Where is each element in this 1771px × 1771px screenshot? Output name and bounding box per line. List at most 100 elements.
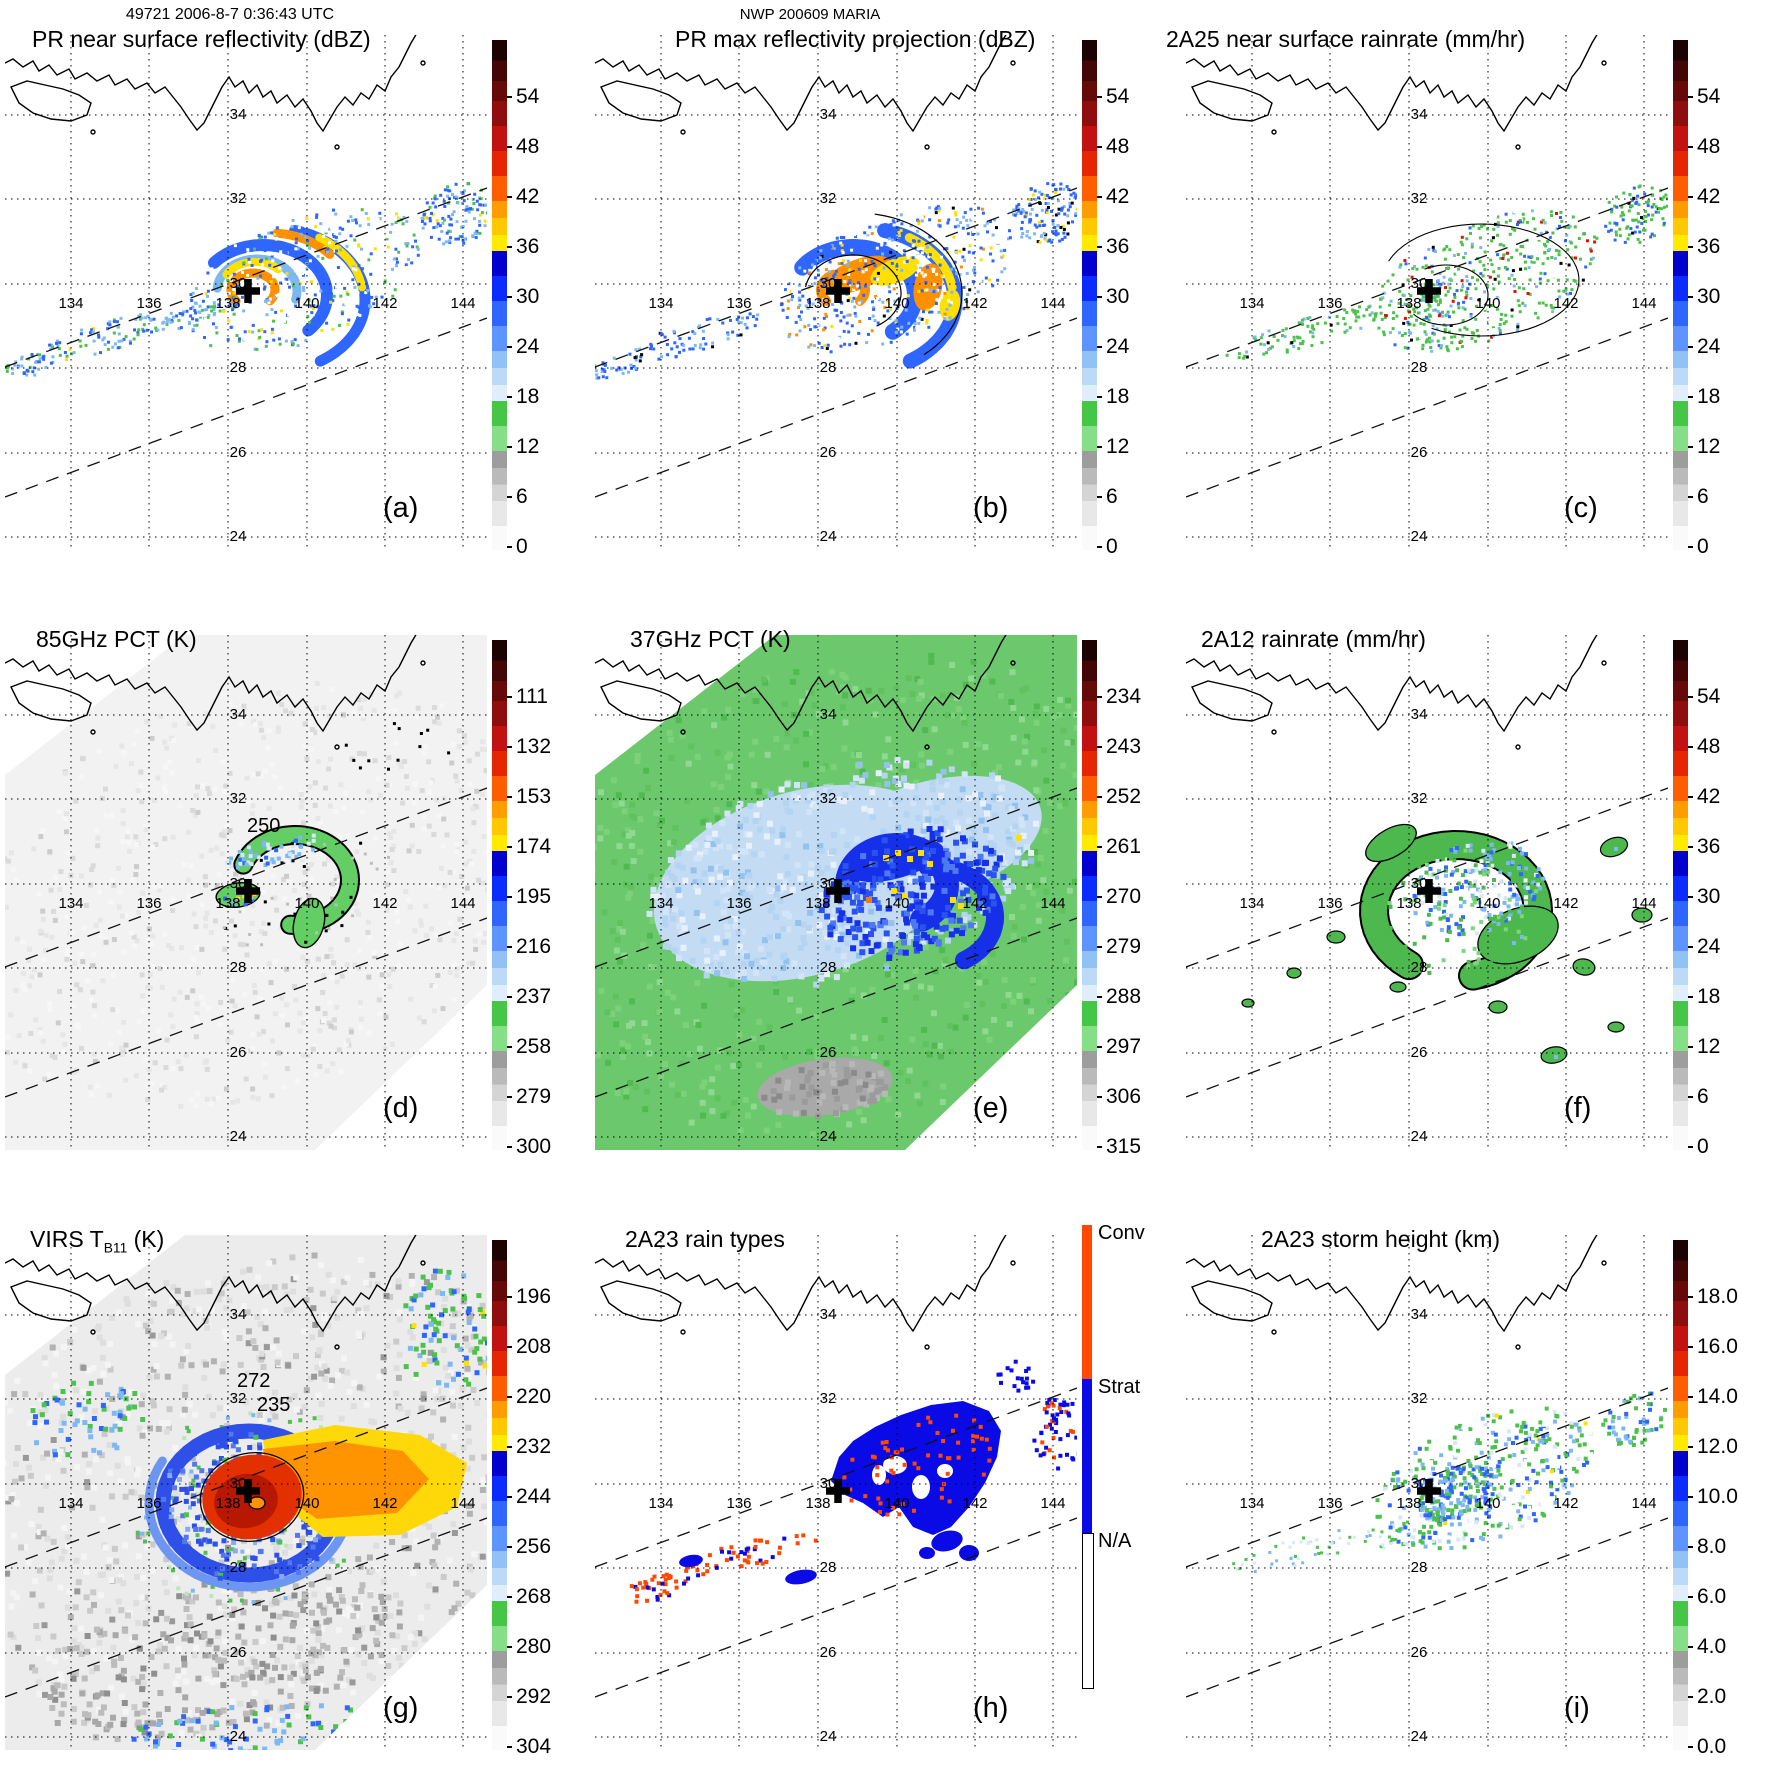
- lon-label: 136: [726, 295, 751, 312]
- storm-center-cross: [236, 279, 260, 303]
- colorbar-tick-label: 0: [1697, 534, 1709, 558]
- lon-label: 144: [450, 1495, 475, 1512]
- colorbar-tick-label: 132: [516, 735, 552, 759]
- colorbar-h: Conv Strat N/A: [1082, 1222, 1145, 1750]
- colorbar-tick-label: 315: [1106, 1134, 1142, 1158]
- colorbar-tick: [507, 1396, 512, 1399]
- colorbar-tick: [507, 1145, 512, 1148]
- colorbar-tick: [1097, 346, 1102, 349]
- lon-label: 134: [648, 895, 673, 912]
- colorbar-tick-label: 304: [516, 1734, 552, 1758]
- lon-label: 138: [805, 295, 830, 312]
- colorbar-tick: [1097, 445, 1102, 448]
- colorbar-tick: [1688, 196, 1693, 199]
- raintype-segment-conv: [1082, 1225, 1092, 1379]
- title-subscript: B11: [103, 1240, 128, 1256]
- colorbar-tick-label: 18: [516, 385, 540, 408]
- colorbar-tick-label: 216: [516, 935, 552, 959]
- colorbar-tick: [507, 1296, 512, 1299]
- storm-center-cross: [826, 279, 850, 303]
- colorbar-tick-label: 24: [1697, 935, 1721, 959]
- raintype-segment-na: [1082, 1533, 1094, 1689]
- colorbar-tick-label: 12: [1697, 1034, 1721, 1058]
- colorbar-tick-label: 18: [1697, 385, 1721, 408]
- colorbar-tick-label: 54: [516, 85, 540, 109]
- colorbar-tick-label: 256: [516, 1535, 552, 1559]
- swath-edge-lines: [1186, 187, 1668, 498]
- lat-label: 32: [820, 190, 837, 207]
- panel-i: 34 32 30 28 26 24 134 136 138 140 142 144 2A23 stor…: [1181, 1200, 1771, 1771]
- colorbar-tick: [507, 946, 512, 949]
- lat-label: 24: [820, 1128, 837, 1145]
- lon-label: 140: [294, 295, 319, 312]
- colorbar-tick-label: 252: [1106, 785, 1142, 809]
- colorbar-tick-label: 6: [1697, 484, 1709, 508]
- colorbar-tick: [1097, 296, 1102, 299]
- title-text: 2A23 rain types: [625, 1226, 785, 1252]
- lat-label: 28: [1411, 959, 1428, 976]
- lon-label: 142: [372, 295, 397, 312]
- colorbar-tick: [507, 1745, 512, 1748]
- colorbar-tick-label: 280: [516, 1634, 552, 1658]
- colorbar-tick-label: 36: [1106, 235, 1130, 259]
- lon-label: 138: [1396, 895, 1421, 912]
- colorbar-tick-label: 48: [1697, 135, 1721, 159]
- colorbar-gradient: [492, 640, 507, 1150]
- colorbar-tick-label: 297: [1106, 1034, 1142, 1058]
- lon-label: 142: [372, 1495, 397, 1512]
- colorbar-tick: [507, 196, 512, 199]
- lat-label: 32: [1411, 1390, 1428, 1407]
- colorbar-tick-label: 237: [516, 985, 552, 1008]
- colorbar-tick: [1688, 1095, 1693, 1098]
- colorbar-tick-label: 208: [516, 1335, 552, 1359]
- colorbar-tick: [1097, 146, 1102, 149]
- panel-f-title: 2A12 rainrate (mm/hr): [1201, 626, 1426, 656]
- lat-label: 24: [820, 528, 837, 545]
- storm-center-cross: [1417, 1479, 1441, 1503]
- colorbar-tick-label: 6.0: [1697, 1585, 1727, 1608]
- colorbar-tick: [1688, 1596, 1693, 1598]
- lon-label: 142: [962, 295, 987, 312]
- colorbar-tick: [1688, 1045, 1693, 1048]
- lon-label: 142: [1553, 895, 1578, 912]
- colorbar-tick-label: 14.0: [1697, 1385, 1738, 1409]
- colorbar-tick: [1688, 1446, 1693, 1449]
- colorbar-tick: [507, 696, 512, 699]
- colorbar-gradient: [1673, 40, 1688, 550]
- coastline: [595, 1235, 1016, 1350]
- colorbar-tick-label: 195: [516, 885, 552, 909]
- panel-f: 34 32 30 28 26 24 134 136 138 140 142 144 2A12 rain…: [1181, 600, 1771, 1171]
- colorbar-tick: [1097, 196, 1102, 199]
- lon-label: 134: [648, 1495, 673, 1512]
- colorbar-tick: [507, 1095, 512, 1098]
- colorbar-tick-label: 48: [1106, 135, 1130, 159]
- lat-label: 28: [820, 359, 837, 376]
- colorbar-tick: [507, 996, 512, 998]
- colorbar-tick-label: 42: [1697, 185, 1721, 209]
- coastline: [5, 1235, 426, 1350]
- colorbar-tick: [507, 346, 512, 349]
- lat-label: 26: [1411, 1044, 1428, 1061]
- swath-edge-lines: [1186, 1387, 1668, 1698]
- colorbar-tick: [507, 1045, 512, 1048]
- colorbar-tick: [507, 746, 512, 749]
- colorbar-gradient: [1082, 640, 1097, 1150]
- panel-a-letter: (a): [383, 492, 419, 524]
- colorbar-tick-label: 10.0: [1697, 1485, 1738, 1509]
- colorbar-tick: [507, 296, 512, 299]
- colorbar-tick-label: 24: [1697, 335, 1721, 359]
- colorbar-tick-label: 30: [516, 285, 540, 309]
- lon-label: 142: [1553, 295, 1578, 312]
- lon-label: 140: [294, 1495, 319, 1512]
- lat-label: 32: [1411, 790, 1428, 807]
- lon-label: 144: [450, 895, 475, 912]
- lon-label: 134: [58, 295, 83, 312]
- lon-label: 134: [648, 295, 673, 312]
- colorbar-tick-label: 30: [1697, 285, 1721, 309]
- colorbar-tick: [507, 1496, 512, 1499]
- swath-edge-lines: [595, 787, 1077, 1098]
